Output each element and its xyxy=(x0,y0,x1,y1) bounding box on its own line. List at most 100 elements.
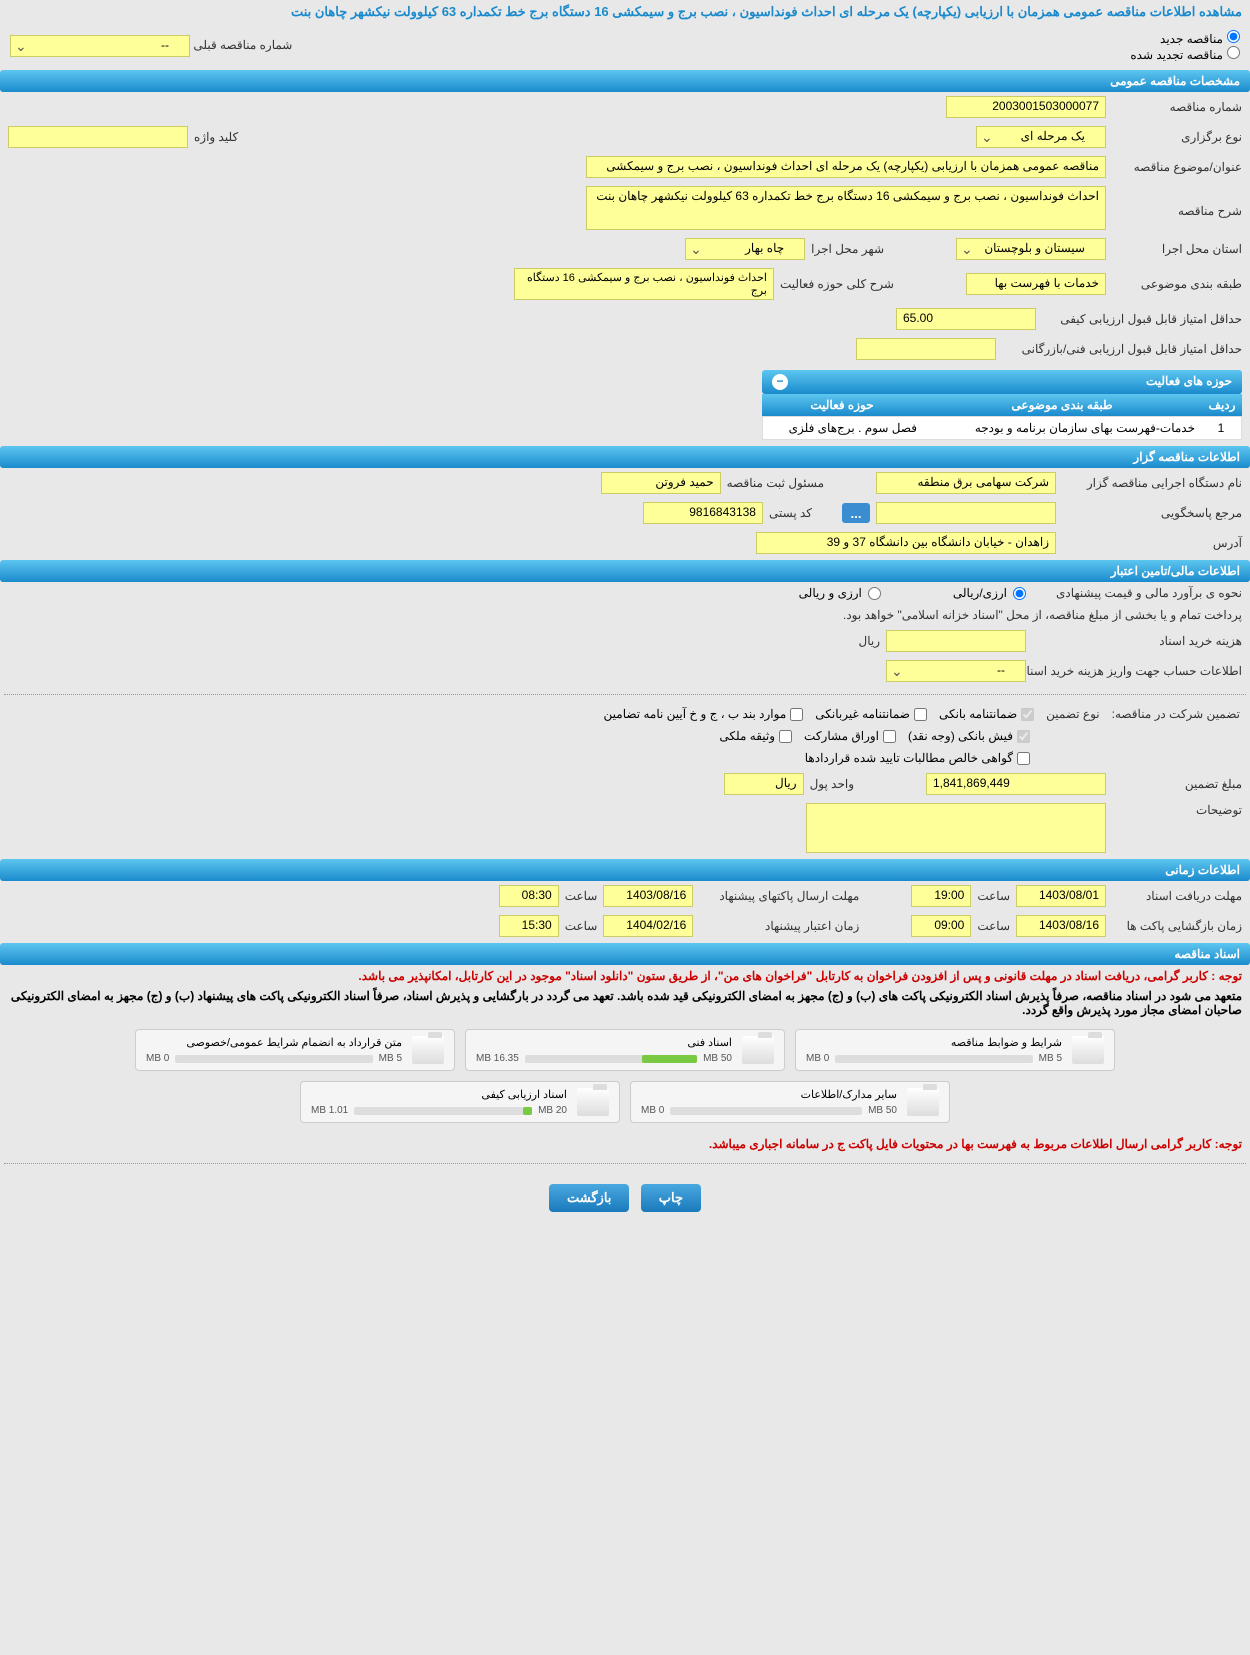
label-doc-deadline: مهلت دریافت اسناد xyxy=(1112,889,1242,903)
file-title: شرایط و ضوابط مناقصه xyxy=(806,1036,1062,1049)
label-scope: شرح کلی حوزه فعالیت xyxy=(780,277,894,291)
field-min-qual: 65.00 xyxy=(896,308,1036,330)
file-box[interactable]: شرایط و ضوابط مناقصه 5 MB0 MB xyxy=(795,1029,1115,1071)
radio-both[interactable] xyxy=(868,587,881,600)
print-button[interactable]: چاپ xyxy=(641,1184,701,1212)
doc-note-1: توجه : کاربر گرامی، دریافت اسناد در مهلت… xyxy=(0,965,1250,987)
radio-new-tender[interactable] xyxy=(1227,30,1240,43)
folder-icon xyxy=(577,1088,609,1116)
field-contact xyxy=(876,502,1056,524)
chk3-label: موارد بند ب ، ج و خ آیین نامه تضامین xyxy=(604,707,787,721)
section-documents: اسناد مناقصه xyxy=(0,943,1250,965)
file-boxes-container: شرایط و ضوابط مناقصه 5 MB0 MB اسناد فنی … xyxy=(0,1019,1250,1133)
label-org: نام دستگاه اجرایی مناقصه گزار xyxy=(1062,476,1242,490)
label-type: نوع برگزاری xyxy=(1112,130,1242,144)
td-activity: فصل سوم . برج‌های فلزی xyxy=(763,417,923,439)
field-desc: احداث فونداسیون ، نصب برج و سیمکشی 16 دس… xyxy=(586,186,1106,230)
label-account: اطلاعات حساب جهت واریز هزینه خرید اسناد xyxy=(1032,664,1242,678)
field-amount: 1,841,869,449 xyxy=(926,773,1106,795)
field-unit: ریال xyxy=(724,773,804,795)
file-box[interactable]: سایر مدارک/اطلاعات 50 MB 0 MB xyxy=(630,1081,950,1123)
page-title: مشاهده اطلاعات مناقصه عمومی همزمان با ار… xyxy=(0,0,1250,24)
file-used: 0 MB xyxy=(146,1053,169,1064)
radio-both-label: ارزی و ریالی xyxy=(799,586,862,600)
chk-receivables[interactable] xyxy=(1017,752,1030,765)
separator-2 xyxy=(4,1163,1246,1164)
file-box[interactable]: اسناد فنی 50 MB 16.35 MB xyxy=(465,1029,785,1071)
field-open-date: 1403/08/16 xyxy=(1016,915,1106,937)
back-button[interactable]: بازگشت xyxy=(549,1184,629,1212)
file-used: 1.01 MB xyxy=(311,1105,348,1116)
field-min-tech xyxy=(856,338,996,360)
label-class: طبقه بندی موضوعی xyxy=(1112,277,1242,291)
label-postal: کد پستی xyxy=(769,506,812,520)
file-used: 16.35 MB xyxy=(476,1053,519,1064)
th-row-no: ردیف xyxy=(1202,394,1242,416)
td-row-no: 1 xyxy=(1201,417,1241,439)
activity-table-title-text: حوزه های فعالیت xyxy=(1146,374,1232,390)
field-doc-deadline-date: 1403/08/01 xyxy=(1016,885,1106,907)
file-title: اسناد ارزیابی کیفی xyxy=(311,1088,567,1101)
file-max: 50 MB xyxy=(868,1105,897,1116)
chk5-label: اوراق مشارکت xyxy=(804,729,879,743)
label-province: استان محل اجرا xyxy=(1112,242,1242,256)
file-used: 0 MB xyxy=(641,1105,664,1116)
file-box[interactable]: اسناد ارزیابی کیفی 20 MB 1.01 MB xyxy=(300,1081,620,1123)
field-address: زاهدان - خیابان دانشگاه بین دانشگاه 37 و… xyxy=(756,532,1056,554)
section-general: مشخصات مناقصه عمومی xyxy=(0,70,1250,92)
td-class: خدمات-فهرست بهای سازمان برنامه و بودجه xyxy=(923,417,1201,439)
separator xyxy=(4,694,1246,695)
field-notes[interactable] xyxy=(806,803,1106,853)
radio-rial[interactable] xyxy=(1013,587,1026,600)
field-doc-deadline-time: 19:00 xyxy=(911,885,971,907)
radio-rial-label: ارزی/ریالی xyxy=(953,586,1007,600)
chk-items-bjkh[interactable] xyxy=(790,708,803,721)
field-account[interactable]: -- xyxy=(886,660,1026,682)
field-subject: مناقصه عمومی همزمان با ارزیابی (یکپارچه)… xyxy=(586,156,1106,178)
label-amount: مبلغ تضمین xyxy=(1112,777,1242,791)
file-max: 50 MB xyxy=(703,1053,732,1064)
prev-number-select[interactable]: -- xyxy=(10,35,190,57)
field-city[interactable]: چاه بهار xyxy=(685,238,805,260)
label-est-method: نحوه ی برآورد مالی و قیمت پیشنهادی xyxy=(1032,586,1242,600)
label-notes: توضیحات xyxy=(1112,803,1242,817)
field-province[interactable]: سیستان و بلوچستان xyxy=(956,238,1106,260)
label-reg: مسئول ثبت مناقصه xyxy=(727,476,824,490)
chk-bonds[interactable] xyxy=(883,730,896,743)
file-title: اسناد فنی xyxy=(476,1036,732,1049)
field-type[interactable]: یک مرحله ای xyxy=(976,126,1106,148)
field-keyword[interactable] xyxy=(8,126,188,148)
field-class: خدمات با فهرست بها xyxy=(966,273,1106,295)
file-box[interactable]: متن قرارداد به انضمام شرایط عمومی/خصوصی … xyxy=(135,1029,455,1071)
file-title: متن قرارداد به انضمام شرایط عمومی/خصوصی xyxy=(146,1036,402,1049)
lookup-button[interactable]: ... xyxy=(842,503,870,523)
label-desc: شرح مناقصه xyxy=(1112,186,1242,218)
chk7-label: گواهی خالص مطالبات تایید شده قراردادها xyxy=(805,751,1013,765)
field-doc-cost[interactable] xyxy=(886,630,1026,652)
section-contractor: اطلاعات مناقصه گزار xyxy=(0,446,1250,468)
label-time-4: ساعت xyxy=(565,919,598,933)
chk-property[interactable] xyxy=(779,730,792,743)
folder-icon xyxy=(742,1036,774,1064)
minus-icon[interactable]: − xyxy=(772,374,788,390)
file-max: 20 MB xyxy=(538,1105,567,1116)
label-address: آدرس xyxy=(1062,536,1242,550)
treasury-note: پرداخت تمام و یا بخشی از مبلغ مناقصه، از… xyxy=(843,608,1242,622)
chk-nonbank[interactable] xyxy=(914,708,927,721)
prev-number-label: شماره مناقصه قبلی xyxy=(193,38,292,52)
chk1-label: ضمانتنامه بانکی xyxy=(939,707,1017,721)
label-keyword: کلید واژه xyxy=(194,130,238,144)
field-valid-date: 1404/02/16 xyxy=(603,915,693,937)
label-time-2: ساعت xyxy=(565,889,598,903)
activity-table-title: حوزه های فعالیت − xyxy=(762,370,1242,394)
chk-bank-guarantee[interactable] xyxy=(1021,708,1034,721)
doc-note-3: توجه: کاربر گرامی ارسال اطلاعات مربوط به… xyxy=(0,1133,1250,1155)
label-guarantee-type: نوع تضمین xyxy=(1046,707,1099,721)
th-activity: حوزه فعالیت xyxy=(762,394,922,416)
chk-cash[interactable] xyxy=(1017,730,1030,743)
radio-renewed-tender[interactable] xyxy=(1227,46,1240,59)
table-row: 1 خدمات-فهرست بهای سازمان برنامه و بودجه… xyxy=(762,416,1242,440)
label-open: زمان بازگشایی پاکت ها xyxy=(1112,919,1242,933)
file-title: سایر مدارک/اطلاعات xyxy=(641,1088,897,1101)
chk6-label: وثیقه ملکی xyxy=(719,729,775,743)
